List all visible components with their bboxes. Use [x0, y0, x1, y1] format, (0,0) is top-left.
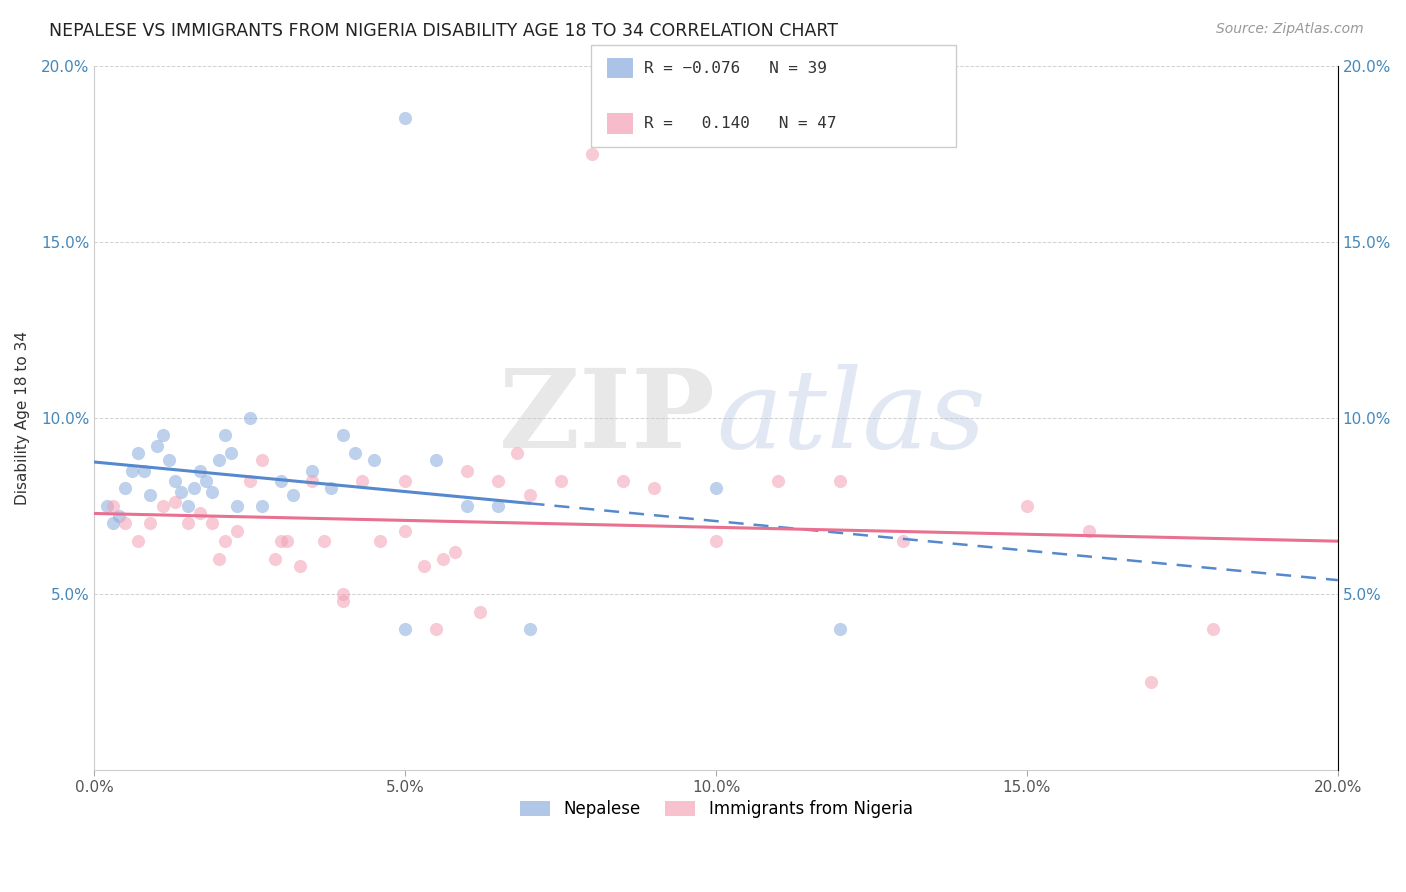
Point: [226, 499, 249, 513]
Text: NEPALESE VS IMMIGRANTS FROM NIGERIA DISABILITY AGE 18 TO 34 CORRELATION CHART: NEPALESE VS IMMIGRANTS FROM NIGERIA DISA…: [49, 22, 838, 40]
Point: [1202, 622, 1225, 636]
Point: [704, 481, 727, 495]
Text: R =   0.140   N = 47: R = 0.140 N = 47: [644, 116, 837, 131]
Point: [332, 587, 354, 601]
Point: [101, 516, 124, 531]
Point: [394, 474, 416, 488]
Text: ZIP: ZIP: [499, 364, 716, 471]
Point: [239, 474, 262, 488]
Point: [201, 516, 224, 531]
Point: [488, 474, 510, 488]
Point: [132, 464, 155, 478]
Point: [425, 453, 447, 467]
Point: [363, 453, 385, 467]
Point: [332, 428, 354, 442]
Point: [319, 481, 342, 495]
Point: [550, 474, 572, 488]
Point: [263, 551, 285, 566]
Point: [425, 622, 447, 636]
Point: [214, 534, 236, 549]
Point: [195, 474, 218, 488]
Point: [301, 464, 323, 478]
Point: [270, 534, 292, 549]
Point: [188, 464, 211, 478]
Point: [444, 544, 467, 558]
Point: [612, 474, 634, 488]
Point: [643, 481, 665, 495]
Point: [114, 481, 136, 495]
Text: R = −0.076   N = 39: R = −0.076 N = 39: [644, 61, 827, 76]
Point: [145, 439, 167, 453]
Point: [96, 499, 118, 513]
Point: [183, 481, 205, 495]
Point: [456, 464, 478, 478]
Point: [219, 446, 242, 460]
Point: [201, 484, 224, 499]
Point: [468, 605, 491, 619]
Point: [208, 453, 231, 467]
Point: [344, 446, 367, 460]
Point: [152, 499, 174, 513]
Point: [314, 534, 336, 549]
Text: Source: ZipAtlas.com: Source: ZipAtlas.com: [1216, 22, 1364, 37]
Point: [157, 453, 180, 467]
Point: [891, 534, 914, 549]
Point: [283, 488, 305, 502]
Point: [288, 558, 311, 573]
Point: [1078, 524, 1101, 538]
Point: [250, 453, 273, 467]
Point: [394, 524, 416, 538]
Point: [519, 622, 541, 636]
Point: [114, 516, 136, 531]
Point: [152, 428, 174, 442]
Point: [412, 558, 434, 573]
Point: [188, 506, 211, 520]
Point: [165, 474, 187, 488]
Point: [456, 499, 478, 513]
Point: [214, 428, 236, 442]
Point: [1140, 675, 1163, 690]
Point: [432, 551, 454, 566]
Text: atlas: atlas: [716, 364, 986, 472]
Point: [830, 622, 852, 636]
Point: [370, 534, 392, 549]
Point: [170, 484, 193, 499]
Point: [101, 499, 124, 513]
Point: [276, 534, 298, 549]
Point: [394, 112, 416, 126]
Point: [127, 446, 149, 460]
Point: [226, 524, 249, 538]
Point: [1015, 499, 1038, 513]
Point: [830, 474, 852, 488]
Point: [208, 551, 231, 566]
Point: [121, 464, 143, 478]
Point: [581, 146, 603, 161]
Point: [488, 499, 510, 513]
Point: [250, 499, 273, 513]
Point: [176, 516, 198, 531]
Point: [176, 499, 198, 513]
Point: [127, 534, 149, 549]
Point: [239, 410, 262, 425]
Point: [165, 495, 187, 509]
Point: [704, 534, 727, 549]
Point: [139, 488, 162, 502]
Point: [768, 474, 790, 488]
Point: [519, 488, 541, 502]
Point: [332, 594, 354, 608]
Point: [506, 446, 529, 460]
Point: [108, 509, 131, 524]
Point: [139, 516, 162, 531]
Point: [394, 622, 416, 636]
Y-axis label: Disability Age 18 to 34: Disability Age 18 to 34: [15, 331, 30, 505]
Point: [270, 474, 292, 488]
Point: [301, 474, 323, 488]
Legend: Nepalese, Immigrants from Nigeria: Nepalese, Immigrants from Nigeria: [513, 794, 920, 825]
Point: [350, 474, 373, 488]
